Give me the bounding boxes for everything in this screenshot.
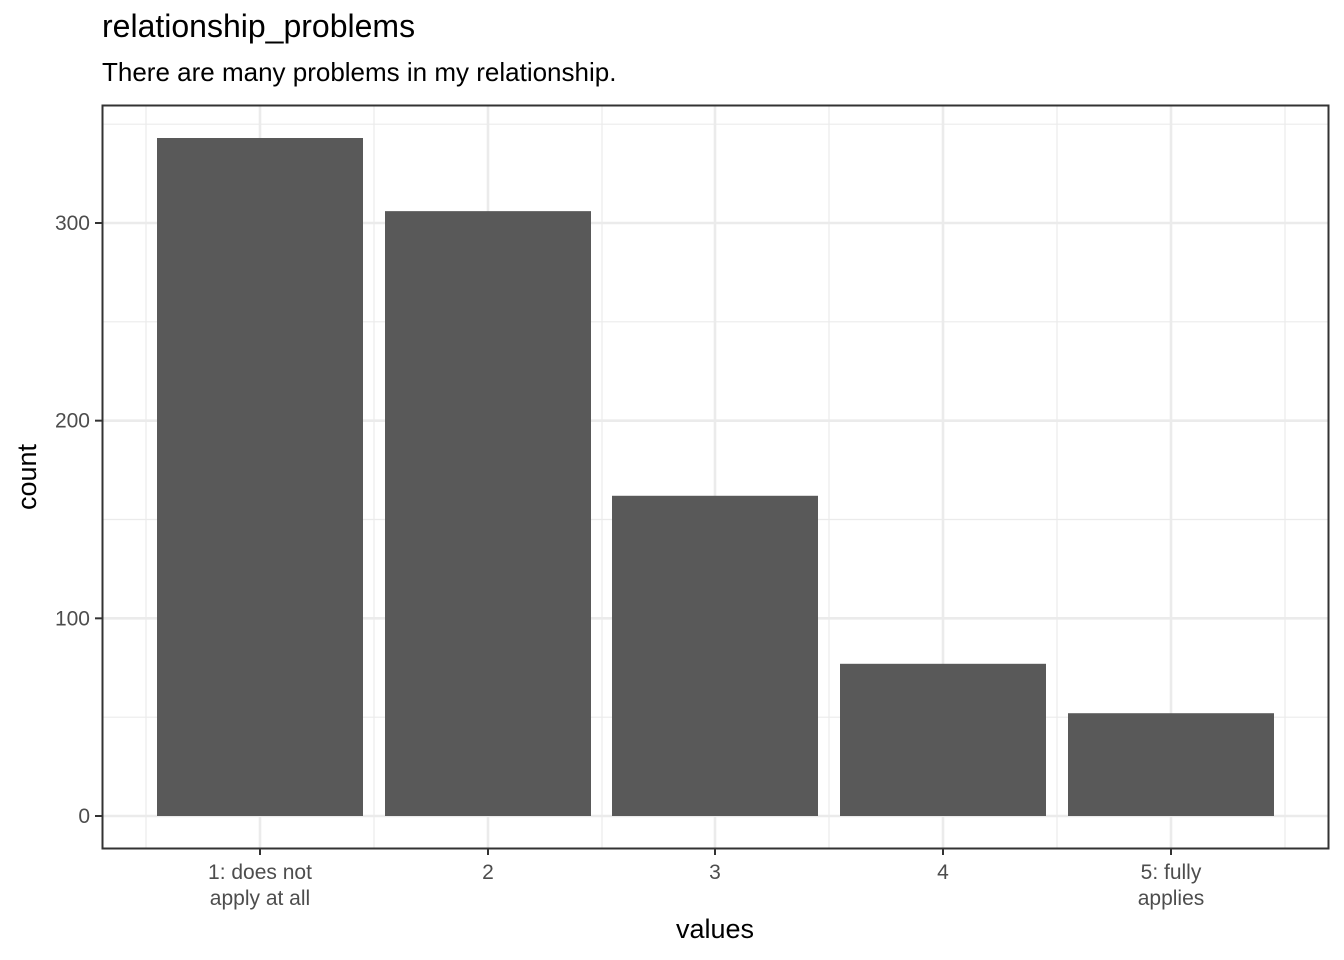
x-tick-label: 5: fully applies (1138, 861, 1205, 910)
x-tick-label: 4 (937, 861, 949, 884)
bar (157, 138, 363, 816)
chart-title: relationship_problems (102, 8, 416, 44)
chart-subtitle: There are many problems in my relationsh… (102, 57, 617, 87)
bar (1068, 713, 1274, 816)
x-axis-title: values (676, 914, 754, 944)
x-tick-label: 1: does not apply at all (208, 861, 312, 910)
y-tick-label: 0 (78, 805, 90, 828)
y-axis-title: count (12, 443, 42, 510)
axis-ticks: 0 100 200 300 1: does not apply at all 2 3 4 5: f… (55, 212, 1204, 910)
x-tick-label: 3 (709, 861, 721, 884)
x-tick-label: 2 (482, 861, 494, 884)
bar (385, 211, 591, 816)
bar (840, 663, 1046, 816)
y-tick-label: 100 (55, 607, 90, 630)
y-tick-label: 200 (55, 410, 90, 433)
bars (157, 138, 1274, 816)
bar (612, 495, 818, 816)
y-tick-label: 300 (55, 212, 90, 235)
